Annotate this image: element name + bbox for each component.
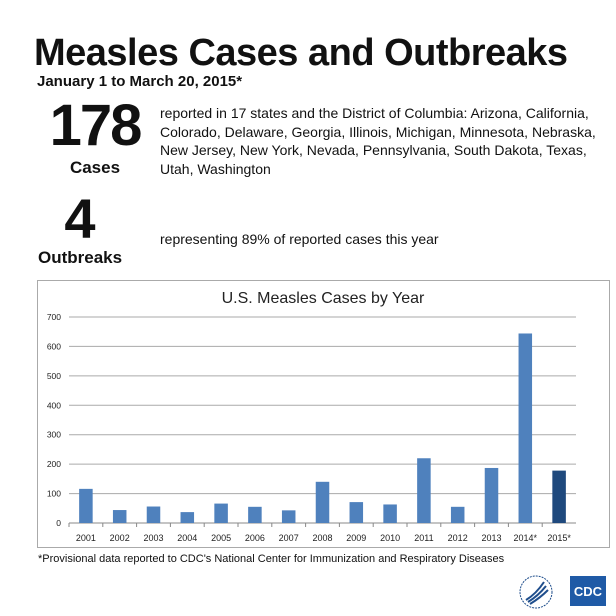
bar-2008: [315, 481, 330, 523]
bar-2004: [180, 512, 195, 523]
outbreaks-count: 4: [64, 187, 96, 250]
x-tick-label: 2003: [143, 533, 163, 543]
outbreaks-label: Outbreaks: [38, 248, 123, 267]
bar-2011: [417, 458, 431, 523]
x-tick-label: 2005: [211, 533, 231, 543]
bar-2014: [518, 333, 533, 523]
x-tick-label: 2001: [76, 533, 96, 543]
chart-container: U.S. Measles Cases by Year 2001 2002 2003 2…: [37, 280, 610, 548]
bar-2006: [248, 506, 262, 523]
bar-2012: [450, 506, 465, 523]
y-tick-label: 0: [56, 518, 61, 528]
x-tick-label: 2007: [279, 533, 299, 543]
y-tick-label: 200: [47, 459, 61, 469]
x-tick-label: 2010: [380, 533, 400, 543]
bar-2009: [349, 502, 364, 523]
footnote: *Provisional data reported to CDC's Nati…: [38, 553, 505, 565]
x-tick-label: 2002: [110, 533, 130, 543]
bar-2013: [484, 467, 499, 523]
cases-count: 178: [49, 93, 143, 158]
x-tick-label: 2012: [448, 533, 468, 543]
y-tick-label: 600: [47, 341, 61, 351]
x-tick-label: 2011: [414, 533, 433, 543]
x-tick-label: 2006: [245, 533, 265, 543]
bar-2015: [552, 470, 566, 523]
hhs-logo-icon: [519, 575, 553, 609]
cdc-logo-icon: CDC: [570, 576, 606, 606]
chart-title: U.S. Measles Cases by Year: [222, 290, 425, 307]
bar-2003: [146, 506, 161, 523]
bar-2007: [281, 510, 296, 523]
bar-2002: [112, 510, 127, 523]
cases-label: Cases: [69, 158, 121, 177]
x-tick-label: 2014*: [514, 533, 538, 543]
x-tick-label: 2009: [346, 533, 366, 543]
bar-chart: U.S. Measles Cases by Year 2001 2002 2003 2…: [47, 290, 576, 543]
x-tick-label: 2004: [177, 533, 197, 543]
bar-2010: [383, 504, 397, 523]
y-tick-label: 400: [47, 400, 61, 410]
x-tick-label: 2013: [481, 533, 501, 543]
y-tick-label: 500: [47, 371, 61, 381]
svg-text:CDC: CDC: [574, 584, 603, 599]
y-tick-label: 100: [47, 489, 61, 499]
cases-description: reported in 17 states and the District o…: [160, 105, 596, 177]
logos: CDC: [519, 575, 606, 609]
bar-2001: [79, 488, 93, 523]
y-tick-label: 700: [47, 312, 61, 322]
outbreaks-description: representing 89% of reported cases this …: [160, 231, 439, 247]
page-subtitle: January 1 to March 20, 2015*: [37, 73, 243, 90]
bar-2005: [214, 503, 228, 523]
x-tick-label: 2015*: [547, 533, 571, 543]
x-tick-label: 2008: [312, 533, 332, 543]
page-title: Measles Cases and Outbreaks: [34, 32, 568, 74]
y-tick-label: 300: [47, 430, 61, 440]
